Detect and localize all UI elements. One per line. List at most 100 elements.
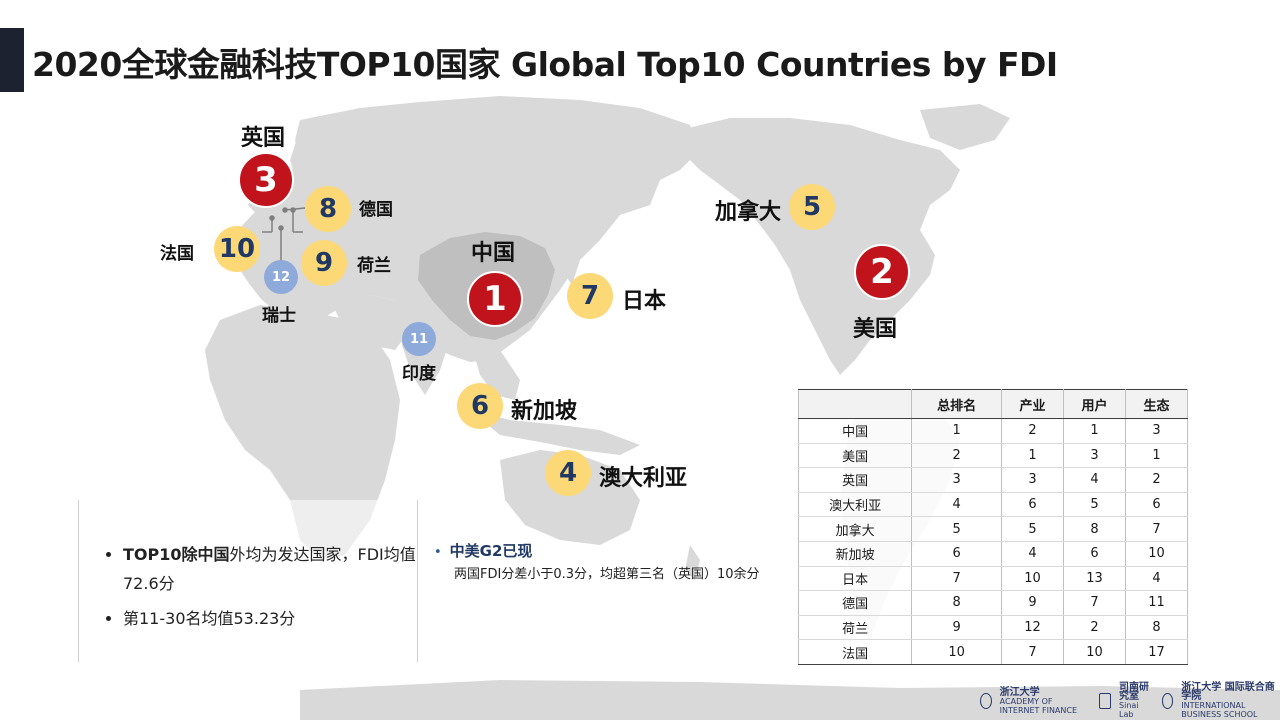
cell: 11 (1124, 590, 1189, 616)
logo-zju-aif: 浙江大学 ACADEMY OF INTERNET FINANCE (999, 687, 1092, 715)
land-australia (500, 450, 640, 545)
cell: 3 (1001, 467, 1064, 493)
cell: 6 (911, 541, 1002, 567)
note-item-1: TOP10除中国外均为发达国家，FDI均值72.6分 (123, 540, 417, 598)
logo-zju-ibs-en: INTERNATIONAL BUSINESS SCHOOL (1181, 701, 1258, 719)
label-usa: 美国 (853, 317, 898, 342)
header-cell: 生态 (1124, 389, 1189, 419)
cell: 5 (1062, 492, 1126, 518)
cell: 法国 (797, 639, 913, 665)
cell: 7 (1124, 516, 1189, 542)
cell: 1 (1062, 418, 1126, 444)
connector-dot-germany (282, 207, 288, 213)
logo-sinai: 司南研究室 Sinai Lab (1119, 682, 1154, 720)
rank-marker-france: 10 (214, 226, 260, 272)
cell: 2 (1124, 467, 1189, 493)
label-uk: 英国 (241, 126, 286, 151)
cell: 10 (1124, 541, 1189, 567)
note-1-part-b: 中国 (197, 545, 230, 564)
note-g2-heading: 中美G2已现 (449, 542, 533, 560)
cell: 英国 (797, 467, 913, 493)
rank-marker-uk: 3 (238, 152, 294, 208)
header-cell (797, 389, 913, 419)
cell: 6 (1124, 492, 1189, 518)
zju-ibs-seal-icon (1161, 693, 1174, 709)
label-singapore: 新加坡 (511, 399, 578, 424)
table-row: 英国 3 3 4 2 (797, 467, 1189, 493)
cell: 1 (1001, 443, 1064, 469)
cell: 9 (1001, 590, 1064, 616)
land-indonesia (470, 410, 640, 455)
land-greenland (920, 104, 1010, 150)
sinai-lab-icon (1099, 693, 1112, 709)
label-netherlands: 荷兰 (357, 256, 391, 276)
connector-dot-france (269, 215, 275, 221)
cell: 加拿大 (797, 516, 913, 542)
cell: 4 (1062, 467, 1126, 493)
cell: 6 (1001, 492, 1064, 518)
cell: 8 (1062, 516, 1126, 542)
note-1-part-a: TOP10除 (123, 545, 198, 564)
land-north-america (680, 118, 960, 375)
connector-dot-switzerland (278, 225, 284, 231)
rank-marker-australia: 4 (545, 450, 591, 496)
table-row: 美国 2 1 3 1 (797, 443, 1189, 469)
land-scandinavia (290, 116, 338, 185)
rank-marker-netherlands: 9 (301, 240, 347, 286)
table-row: 新加坡 6 4 6 10 (797, 541, 1189, 567)
cell: 1 (911, 418, 1002, 444)
cell: 澳大利亚 (797, 492, 913, 518)
cell: 17 (1124, 639, 1189, 665)
cell: 2 (911, 443, 1002, 469)
label-india: 印度 (402, 364, 436, 384)
land-middle-east (330, 295, 410, 350)
label-japan: 日本 (622, 289, 667, 314)
table-row: 荷兰 9 12 2 8 (797, 615, 1189, 641)
cell: 3 (1124, 418, 1189, 444)
cell: 中国 (797, 418, 913, 444)
cell: 7 (1001, 639, 1064, 665)
land-antarctica (300, 680, 1280, 720)
table-header-row: 总排名 产业 用户 生态 (797, 389, 1189, 419)
logo-zju-aif-en: ACADEMY OF INTERNET FINANCE (999, 696, 1078, 715)
cell: 4 (1001, 541, 1064, 567)
table-row: 加拿大 5 5 8 7 (797, 516, 1189, 542)
cell: 4 (911, 492, 1002, 518)
cell: 4 (1124, 566, 1189, 592)
rank-marker-germany: 8 (305, 186, 351, 232)
cell: 1 (1124, 443, 1189, 469)
cell: 7 (1062, 590, 1126, 616)
cell: 8 (911, 590, 1002, 616)
rank-marker-india: 11 (402, 322, 436, 356)
cell: 5 (911, 516, 1002, 542)
land-africa (205, 305, 400, 560)
notes-panel-left: TOP10除中国外均为发达国家，FDI均值72.6分 第11-30名均值53.2… (78, 500, 418, 662)
cell: 10 (1001, 566, 1064, 592)
land-southeast-asia (470, 340, 520, 400)
rank-marker-usa: 2 (854, 244, 910, 300)
cell: 7 (911, 566, 1002, 592)
cell: 13 (1062, 566, 1126, 592)
cell: 美国 (797, 443, 913, 469)
logo-sinai-cn: 司南研究室 (1119, 682, 1150, 702)
cell: 新加坡 (797, 541, 913, 567)
logo-zju-ibs-cn: 浙江大学 国际联合商学院 (1181, 682, 1275, 702)
rank-marker-switzerland: 12 (264, 260, 298, 294)
label-france: 法国 (160, 244, 194, 264)
note-g2-body: 两国FDI分差小于0.3分，均超第三名（英国）10余分 (454, 567, 760, 582)
cell: 6 (1062, 541, 1126, 567)
label-germany: 德国 (359, 200, 393, 220)
cell: 9 (911, 615, 1002, 641)
note-item-2: 第11-30名均值53.23分 (123, 604, 417, 633)
logo-zju-ibs: 浙江大学 国际联合商学院 INTERNATIONAL BUSINESS SCHO… (1181, 682, 1280, 720)
cell: 10 (911, 639, 1002, 665)
cell: 2 (1001, 418, 1064, 444)
header-cell: 总排名 (911, 389, 1002, 419)
label-switzerland: 瑞士 (262, 306, 296, 326)
table-row: 中国 1 2 1 3 (797, 418, 1189, 444)
bullet-dot: • (434, 545, 442, 560)
rank-marker-singapore: 6 (457, 383, 503, 429)
ranking-table: 总排名 产业 用户 生态 中国 1 2 1 3 美国 2 1 3 1 英国 3 3 4 2 澳大利亚 4 6… (797, 389, 1189, 665)
cell: 12 (1001, 615, 1064, 641)
logo-sinai-en: Sinai Lab (1119, 701, 1139, 719)
